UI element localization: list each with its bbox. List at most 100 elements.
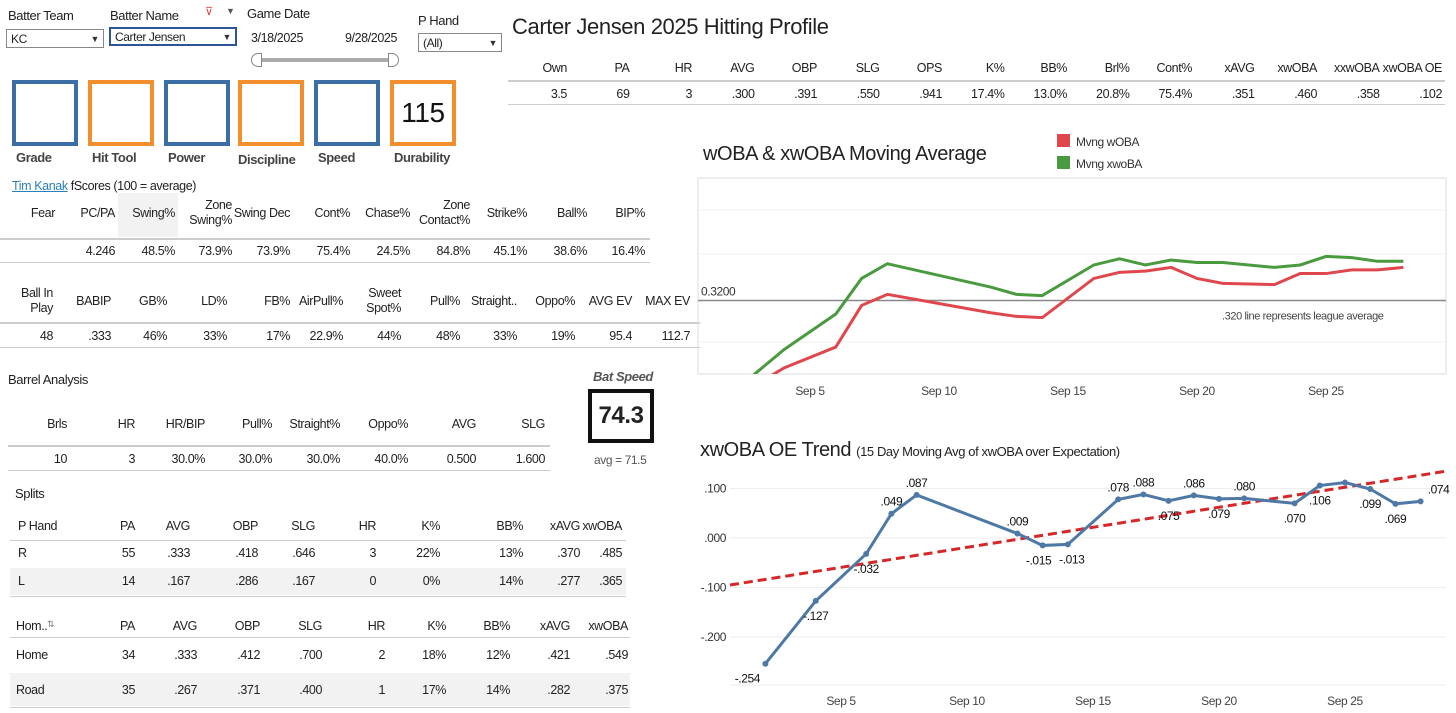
column-header[interactable]: PA: [120, 519, 135, 533]
column-header[interactable]: HR: [367, 619, 386, 633]
column-header[interactable]: SLG: [291, 519, 315, 533]
column-header[interactable]: Zone Swing%: [189, 198, 232, 227]
column-header[interactable]: Cont%: [1156, 61, 1192, 75]
column-header[interactable]: AirPull%: [298, 294, 343, 308]
column-header[interactable]: AVG: [730, 61, 755, 75]
column-header[interactable]: SLG: [855, 61, 880, 75]
column-header[interactable]: OBP: [791, 61, 818, 75]
column-header[interactable]: MAX EV: [645, 294, 690, 308]
column-header[interactable]: Fear: [30, 206, 56, 220]
column-header[interactable]: Swing%: [132, 206, 175, 220]
data-point: [1367, 485, 1374, 492]
column-header[interactable]: Ball%: [557, 206, 587, 220]
date-slider-end-handle[interactable]: [388, 53, 399, 67]
column-header[interactable]: xAVG: [539, 619, 571, 633]
column-header[interactable]: Oppo%: [368, 417, 408, 431]
column-header[interactable]: SLG: [521, 417, 545, 431]
table-cell: .300: [731, 87, 755, 101]
column-header[interactable]: P Hand: [18, 519, 58, 533]
column-header[interactable]: Cont%: [314, 206, 350, 220]
column-header[interactable]: AVG: [451, 417, 477, 431]
date-slider-track[interactable]: [256, 58, 394, 62]
p-hand-value: (All): [423, 35, 443, 50]
column-header[interactable]: Pull%: [430, 294, 460, 308]
chart-title-main: xwOBA OE Trend: [700, 439, 851, 461]
column-header[interactable]: FB%: [264, 294, 290, 308]
column-header[interactable]: PA: [614, 61, 630, 75]
filter-menu-chevron-icon[interactable]: ▼: [226, 6, 235, 16]
column-header[interactable]: Swing Dec: [233, 206, 291, 220]
divider: [0, 238, 650, 240]
table-cell: 24.5%: [376, 244, 411, 258]
column-header[interactable]: Strike%: [486, 206, 528, 220]
fscore-label: Speed: [318, 150, 356, 165]
table-cell: .700: [299, 648, 322, 662]
clear-filter-icon[interactable]: ⊽: [205, 6, 213, 18]
column-header[interactable]: OBP: [232, 519, 259, 533]
column-header[interactable]: Pull%: [242, 417, 272, 431]
batter-team-select[interactable]: KC ▼: [6, 29, 104, 48]
batter-name-select[interactable]: Carter Jensen ▼: [109, 27, 237, 46]
column-header[interactable]: xxwOBA: [1333, 61, 1380, 75]
column-header[interactable]: Chase%: [365, 206, 410, 220]
table-cell: .418: [235, 546, 258, 560]
table-cell: .549: [605, 648, 628, 662]
column-header[interactable]: PC/PA: [80, 206, 115, 220]
column-header[interactable]: K%: [985, 61, 1005, 75]
column-header[interactable]: Straight..: [470, 294, 517, 308]
column-header[interactable]: xwOBA: [1277, 61, 1317, 75]
column-header[interactable]: BABIP: [76, 294, 111, 308]
column-header[interactable]: Sweet Spot%: [366, 286, 401, 315]
column-header[interactable]: OPS: [916, 61, 943, 75]
column-header[interactable]: HR/BIP: [165, 417, 206, 431]
data-label: .074: [1428, 482, 1450, 496]
column-header[interactable]: Brl%: [1104, 61, 1130, 75]
table-cell: .400: [299, 683, 322, 697]
column-header[interactable]: BB%: [483, 619, 510, 633]
column-header[interactable]: Ball In Play: [21, 286, 53, 315]
game-date-end: 9/28/2025: [345, 31, 398, 45]
date-slider-start-handle[interactable]: [251, 53, 262, 67]
column-header[interactable]: xAVG: [1224, 61, 1255, 75]
data-label: .070: [1284, 511, 1306, 525]
column-header[interactable]: BB%: [1040, 61, 1067, 75]
column-header[interactable]: BIP%: [615, 206, 645, 220]
column-header[interactable]: PA: [120, 619, 135, 633]
table-cell: 35: [121, 683, 136, 697]
column-header[interactable]: OBP: [234, 619, 261, 633]
column-header[interactable]: xwOBA: [582, 519, 622, 533]
fscore-label: Power: [168, 150, 206, 165]
column-header[interactable]: Own: [542, 61, 567, 75]
data-point: [1241, 495, 1248, 502]
p-hand-select[interactable]: (All) ▼: [418, 33, 502, 52]
column-header[interactable]: xAVG: [549, 519, 581, 533]
column-header[interactable]: AVG: [172, 619, 198, 633]
column-header[interactable]: K%: [427, 619, 446, 633]
data-label: .049: [881, 495, 903, 509]
divider: [10, 707, 630, 708]
sort-icon[interactable]: ⇅: [47, 619, 55, 629]
column-header[interactable]: K%: [421, 519, 440, 533]
column-header[interactable]: HR: [117, 417, 136, 431]
column-header[interactable]: HR: [674, 61, 693, 75]
column-header[interactable]: AVG: [165, 519, 191, 533]
column-header[interactable]: BB%: [496, 519, 523, 533]
column-header[interactable]: xwOBA: [588, 619, 628, 633]
column-header[interactable]: xwOBA OE: [1382, 61, 1443, 75]
author-link[interactable]: Tim Kanak: [12, 179, 68, 193]
table-cell: 19%: [551, 329, 575, 343]
table-cell: 16.4%: [611, 244, 646, 258]
data-label: -.032: [854, 562, 880, 576]
data-point: [1190, 492, 1197, 499]
column-header[interactable]: Zone Contact%: [419, 198, 470, 227]
column-header[interactable]: LD%: [201, 294, 227, 308]
column-header[interactable]: Hom..: [16, 619, 48, 633]
column-header[interactable]: GB%: [139, 294, 167, 308]
column-header[interactable]: Oppo%: [535, 294, 575, 308]
column-header[interactable]: SLG: [298, 619, 322, 633]
column-header[interactable]: Straight%: [289, 417, 340, 431]
column-header[interactable]: AVG EV: [588, 294, 633, 308]
table-cell: .351: [1231, 87, 1255, 101]
column-header[interactable]: Brls: [47, 417, 67, 431]
column-header[interactable]: HR: [358, 519, 377, 533]
